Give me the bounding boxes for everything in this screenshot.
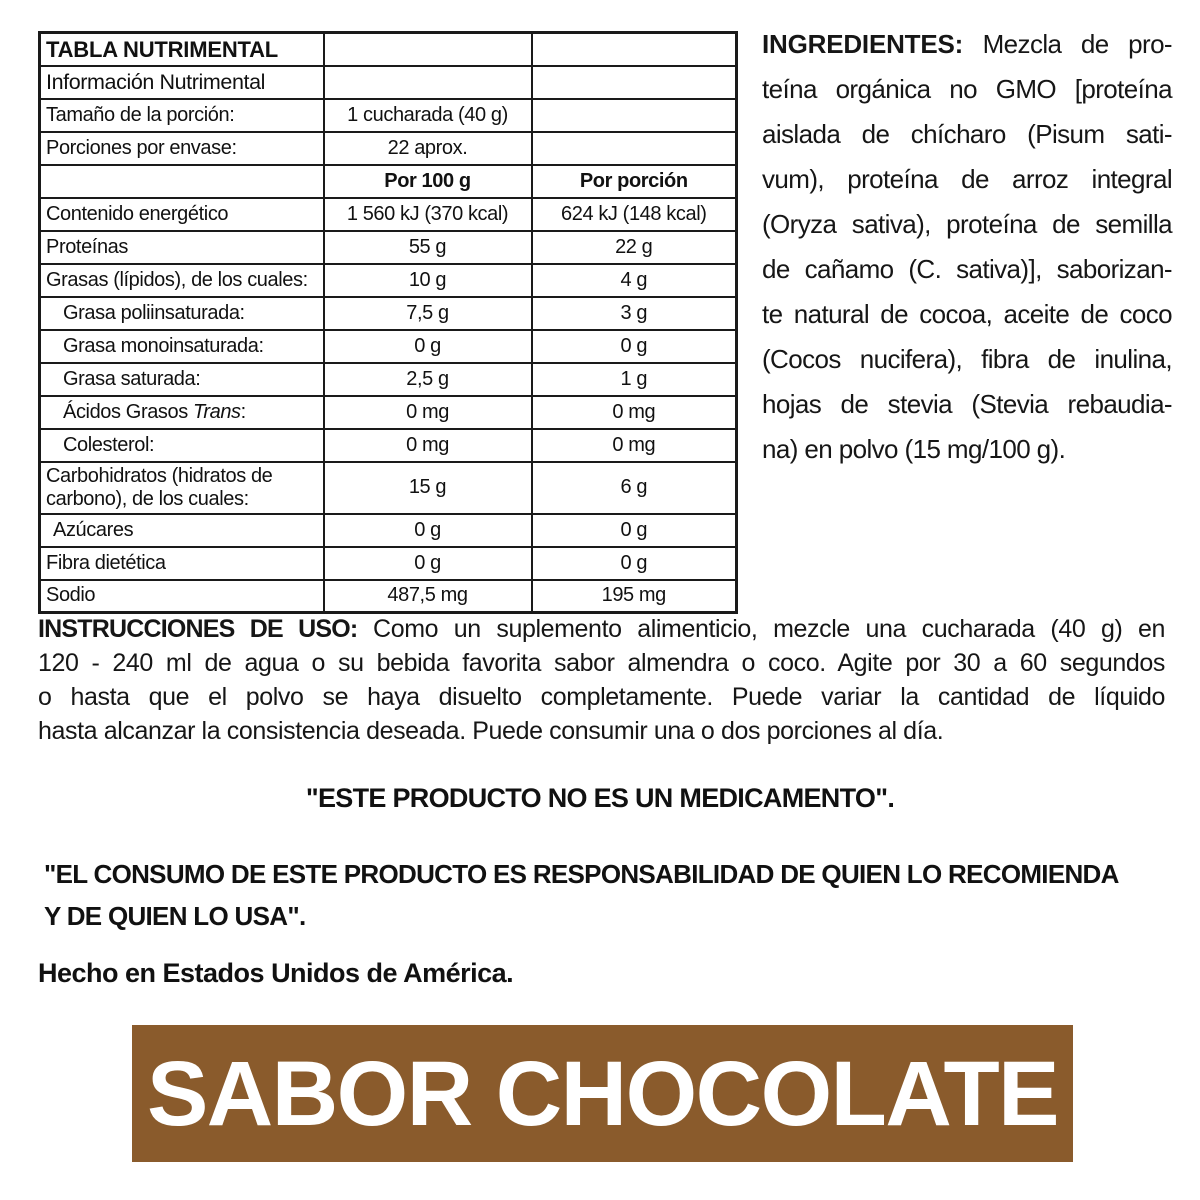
table-row-monounsaturated: Grasa monoinsaturada: 0 g 0 g (38, 328, 738, 364)
table-row-sugars: Azúcares 0 g 0 g (38, 512, 738, 548)
row-label: Porciones por envase: (38, 130, 325, 166)
ingredients-line: aislada de chícharo (Pisum sati- (762, 119, 1173, 149)
row-label: Proteínas (38, 229, 325, 265)
row-perportion: 0 g (530, 328, 738, 364)
row-per100g: 10 g (322, 262, 533, 298)
row-per100g: 1 560 kJ (370 kcal) (322, 196, 533, 232)
row-per100g: 7,5 g (322, 295, 533, 331)
table-row-fiber: Fibra dietética 0 g 0 g (38, 545, 738, 581)
col-header-per100g: Por 100 g (322, 163, 533, 199)
col-header-perportion: Por porción (530, 163, 738, 199)
row-perportion: 1 g (530, 361, 738, 397)
row-perportion: 624 kJ (148 kcal) (530, 196, 738, 232)
row-perportion: 195 mg (530, 578, 738, 614)
ingredients-heading: INGREDIENTES: (762, 29, 964, 59)
ingredients-line: de cañamo (C. sativa)], saborizan- (762, 254, 1173, 284)
row-per100g: 0 g (322, 545, 533, 581)
row-label: TABLA NUTRIMENTAL (38, 31, 325, 67)
nutrition-table: TABLA NUTRIMENTAL Información Nutrimenta… (38, 31, 738, 614)
row-per100g: 2,5 g (322, 361, 533, 397)
row-per100g: 0 mg (322, 394, 533, 430)
row-perportion: 3 g (530, 295, 738, 331)
table-row-title: TABLA NUTRIMENTAL (38, 31, 738, 67)
row-label: Contenido energético (38, 196, 325, 232)
row-per100g: 0 mg (322, 427, 533, 463)
ingredients-line: vum), proteína de arroz integral (762, 164, 1173, 194)
row-label: Tamaño de la porción: (38, 97, 325, 133)
row-per100g: 0 g (322, 328, 533, 364)
ingredients-line: INGREDIENTES: Mezcla de pro- (762, 29, 1173, 59)
table-row-sodium: Sodio 487,5 mg 195 mg (38, 578, 738, 614)
ingredients-line: na) en polvo (15 mg/100 g). (762, 434, 1066, 464)
responsibility-line: Y DE QUIEN LO USA". (44, 901, 306, 931)
row-per100g: 1 cucharada (40 g) (322, 97, 533, 133)
ingredients-line: (Cocos nucifera), fibra de inulina, (762, 344, 1173, 374)
made-in-statement: Hecho en Estados Unidos de América. (38, 958, 514, 988)
table-row-carbohydrates: Carbohidratos (hidratos de carbono), de … (38, 460, 738, 515)
row-per100g: 487,5 mg (322, 578, 533, 614)
row-per100g: 22 aprox. (322, 130, 533, 166)
row-label: Ácidos Grasos Trans: (38, 394, 325, 430)
row-label: Fibra dietética (38, 545, 325, 581)
row-perportion (530, 31, 738, 67)
row-label (38, 163, 325, 199)
row-perportion: 0 g (530, 545, 738, 581)
row-label: Información Nutrimental (38, 64, 325, 100)
table-row-servings-per-container: Porciones por envase: 22 aprox. (38, 130, 738, 166)
table-row-saturated: Grasa saturada: 2,5 g 1 g (38, 361, 738, 397)
table-row-info: Información Nutrimental (38, 64, 738, 100)
table-row-trans-fat: Ácidos Grasos Trans: 0 mg 0 mg (38, 394, 738, 430)
row-per100g: 55 g (322, 229, 533, 265)
instructions-line: 120 - 240 ml de agua o su bebida favorit… (38, 649, 1165, 677)
row-perportion: 0 mg (530, 394, 738, 430)
usage-instructions-paragraph: INSTRUCCIONES DE USO: Como un suplemento… (38, 612, 1165, 748)
responsibility-disclaimer: "EL CONSUMO DE ESTE PRODUCTO ES RESPONSA… (44, 853, 1184, 937)
ingredients-line: teína orgánica no GMO [proteína (762, 74, 1173, 104)
instructions-line: hasta alcanzar la consistencia deseada. … (38, 717, 944, 745)
instructions-line: INSTRUCCIONES DE USO: Como un suplemento… (38, 615, 1165, 643)
table-row-cholesterol: Colesterol: 0 mg 0 mg (38, 427, 738, 463)
row-perportion: 22 g (530, 229, 738, 265)
instructions-heading: INSTRUCCIONES DE USO: (38, 615, 358, 643)
row-label: Azúcares (38, 512, 325, 548)
row-perportion (530, 130, 738, 166)
row-perportion: 6 g (530, 460, 738, 515)
row-perportion: 0 mg (530, 427, 738, 463)
row-label: Grasa saturada: (38, 361, 325, 397)
ingredients-line: (Oryza sativa), proteína de semilla (762, 209, 1173, 239)
instructions-line: o hasta que el polvo se haya disuelto co… (38, 683, 1165, 711)
flavor-banner-label: SABOR CHOCOLATE (146, 1042, 1060, 1145)
responsibility-line: "EL CONSUMO DE ESTE PRODUCTO ES RESPONSA… (44, 859, 1119, 889)
row-per100g (322, 64, 533, 100)
row-label: Sodio (38, 578, 325, 614)
table-row-energy: Contenido energético 1 560 kJ (370 kcal)… (38, 196, 738, 232)
table-row-fat: Grasas (lípidos), de los cuales: 10 g 4 … (38, 262, 738, 298)
row-label: Grasa poliinsaturada: (38, 295, 325, 331)
ingredients-line: te natural de cocoa, aceite de coco (762, 299, 1173, 329)
row-perportion (530, 97, 738, 133)
row-per100g (322, 31, 533, 67)
table-row-polyunsaturated: Grasa poliinsaturada: 7,5 g 3 g (38, 295, 738, 331)
table-row-column-headers: Por 100 g Por porción (38, 163, 738, 199)
row-perportion (530, 64, 738, 100)
table-row-protein: Proteínas 55 g 22 g (38, 229, 738, 265)
flavor-banner: SABOR CHOCOLATE (132, 1025, 1073, 1162)
ingredients-paragraph: INGREDIENTES: Mezcla de pro- teína orgán… (762, 22, 1173, 472)
table-row-serving-size: Tamaño de la porción: 1 cucharada (40 g) (38, 97, 738, 133)
ingredients-line: hojas de stevia (Stevia rebaudia- (762, 389, 1173, 419)
row-label: Carbohidratos (hidratos de carbono), de … (38, 460, 325, 515)
row-per100g: 15 g (322, 460, 533, 515)
row-perportion: 0 g (530, 512, 738, 548)
row-label: Colesterol: (38, 427, 325, 463)
row-label: Grasa monoinsaturada: (38, 328, 325, 364)
row-per100g: 0 g (322, 512, 533, 548)
not-medicine-disclaimer: "ESTE PRODUCTO NO ES UN MEDICAMENTO". (305, 783, 895, 813)
row-perportion: 4 g (530, 262, 738, 298)
row-label: Grasas (lípidos), de los cuales: (38, 262, 325, 298)
